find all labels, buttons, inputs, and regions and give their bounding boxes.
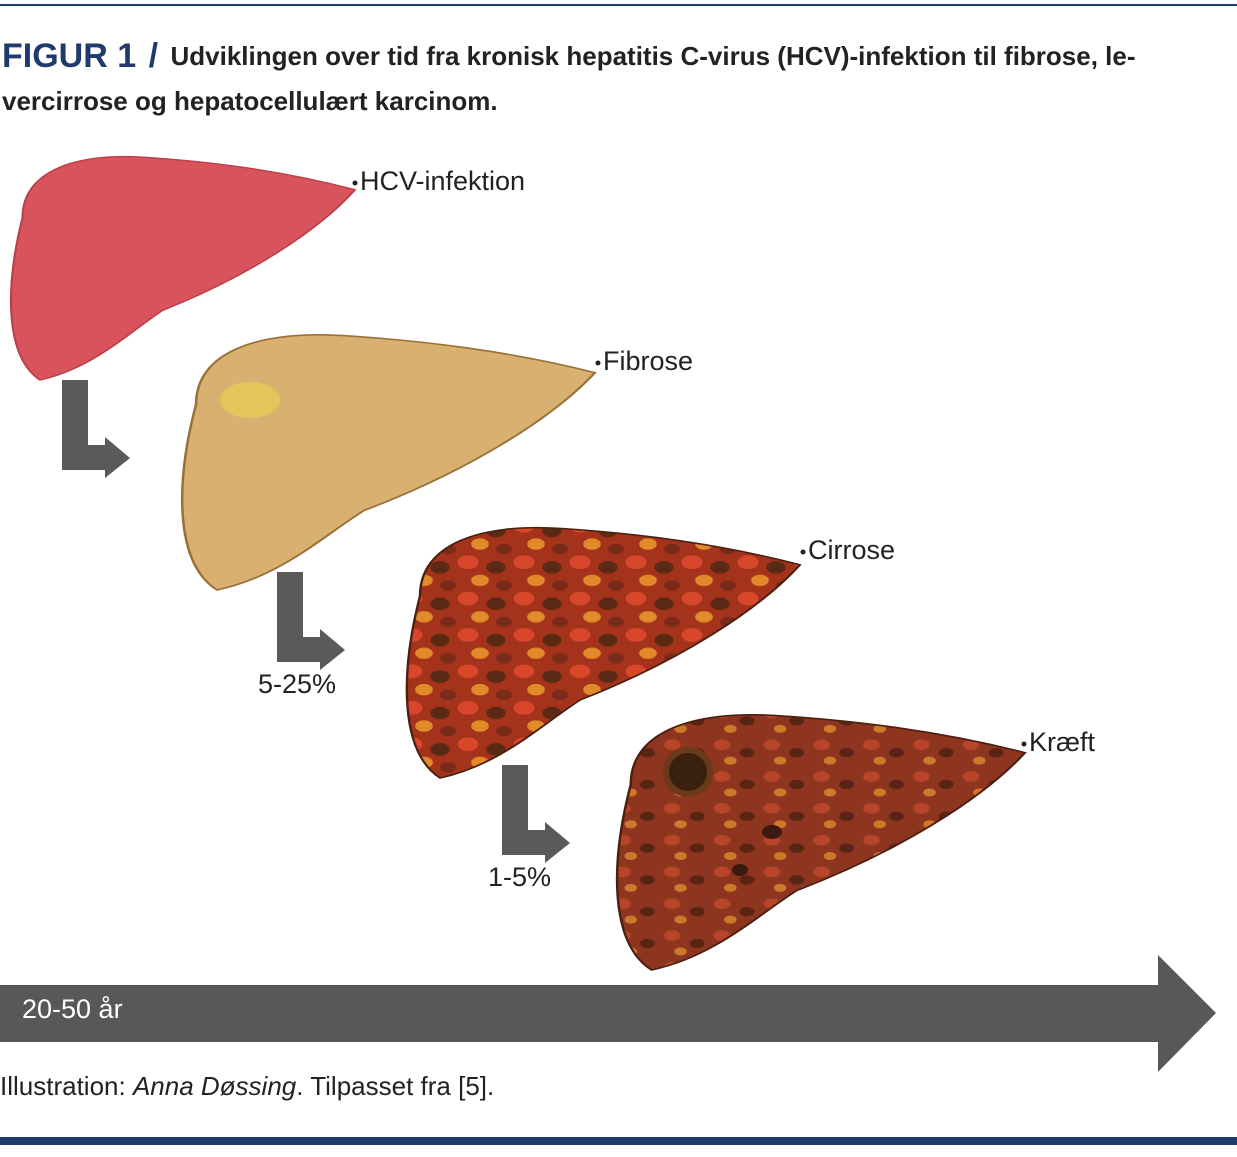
tumor: [732, 864, 748, 876]
caption-prefix: Illustration:: [0, 1071, 133, 1101]
step-arrow: [502, 765, 570, 863]
timeline-label: 20-50 år: [22, 994, 123, 1024]
liver-highlight: [220, 382, 280, 418]
figure-title: Udviklingen over tid fra kronisk hepatit…: [170, 41, 1135, 71]
stage-label: HCV-infektion: [360, 166, 525, 196]
stage-label: Cirrose: [808, 535, 895, 565]
tumor: [762, 825, 782, 839]
figure-title: vercirrose og hepatocellulært karcinom.: [2, 86, 498, 116]
figure-header: FIGUR 1 / Udviklingen over tid fra kroni…: [2, 37, 1136, 75]
label-dot: [1021, 741, 1027, 747]
stage-label: Kræft: [1029, 727, 1096, 757]
caption-author: Anna Døssing: [131, 1071, 297, 1101]
transition-label: 5-25%: [258, 669, 336, 699]
figure-slash: /: [149, 37, 159, 75]
transition-label: 1-5%: [488, 862, 551, 892]
label-dot: [352, 180, 358, 186]
step-arrow: [277, 572, 345, 670]
label-dot: [595, 360, 601, 366]
caption: Illustration: Anna Døssing. Tilpasset fr…: [0, 1071, 494, 1101]
stage-label: Fibrose: [603, 346, 693, 376]
step-arrow: [62, 380, 130, 478]
timeline-arrow: [0, 955, 1216, 1072]
tumor: [663, 747, 713, 797]
figure-label: FIGUR 1: [2, 37, 136, 75]
label-dot: [800, 549, 806, 555]
caption-suffix: . Tilpasset fra [5].: [296, 1071, 494, 1101]
